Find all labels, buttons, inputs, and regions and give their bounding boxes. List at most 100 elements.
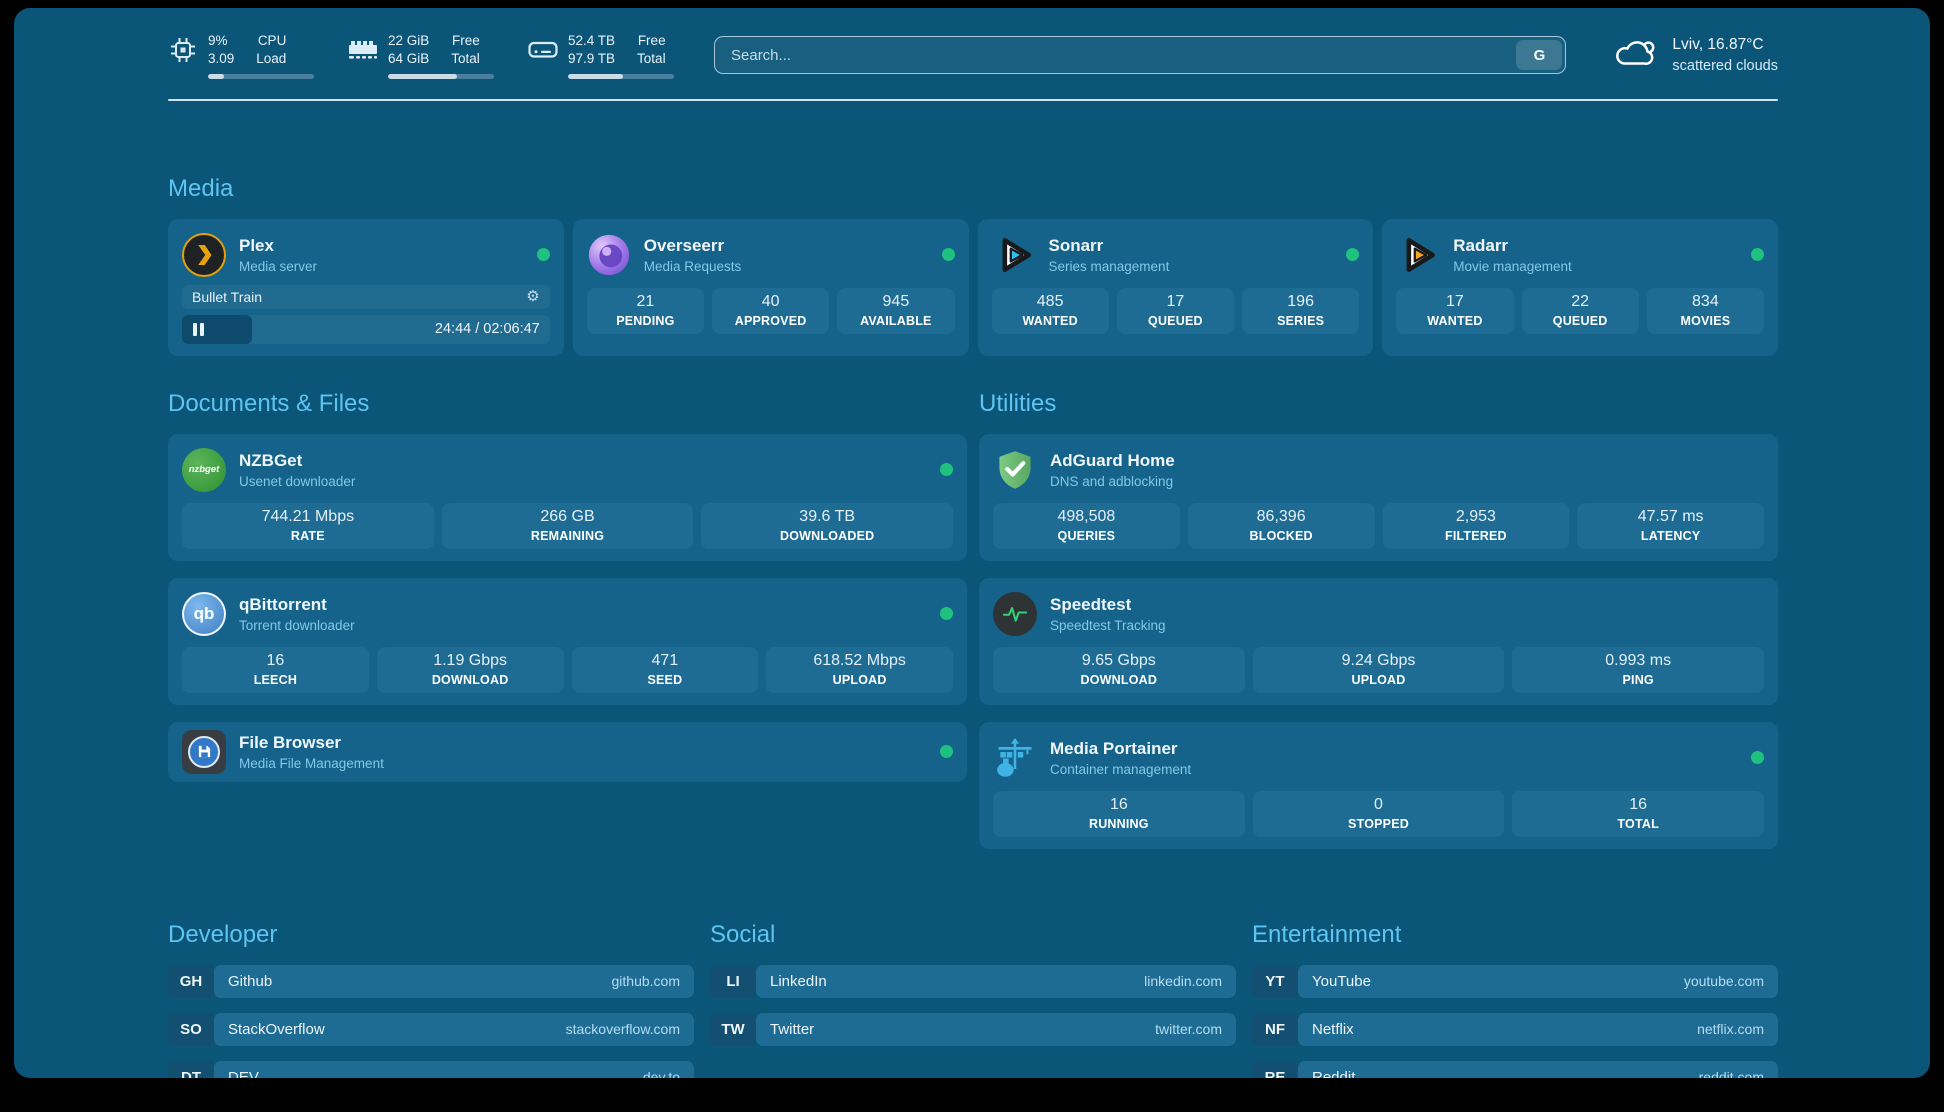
app-card-file-browser[interactable]: File Browser Media File Management (168, 721, 967, 782)
link-row-stackoverflow[interactable]: SO StackOverflow stackoverflow.com (168, 1012, 694, 1046)
link-name: Reddit (1312, 1068, 1356, 1078)
app-card-radarr[interactable]: Radarr Movie management 17 WANTED 22 QUEUE… (1382, 218, 1778, 356)
playback-progress: 24:44 / 02:06:47 (182, 314, 550, 344)
section-title-documents: Documents & Files (168, 389, 370, 417)
app-name: Overseerr (643, 235, 725, 255)
link-tag: SO (168, 1012, 214, 1046)
app-card-plex[interactable]: Plex Media server Bullet Train ⚙ 24:44 /… (168, 218, 564, 356)
disk-stat: 52.4 TB 97.9 TB Free Total (528, 32, 674, 79)
app-name: AdGuard Home (1050, 450, 1175, 470)
app-subtitle: Container management (1050, 761, 1192, 777)
link-name: StackOverflow (228, 1020, 325, 1038)
link-tag: DT (168, 1060, 214, 1078)
system-stats: 9% 3.09 CPU Load (168, 32, 674, 79)
pause-icon[interactable] (193, 322, 204, 336)
app-subtitle: Speedtest Tracking (1050, 617, 1166, 633)
stat-box: 471 SEED (571, 646, 759, 693)
stat-box: 196 SERIES (1242, 287, 1360, 334)
cloud-icon (1610, 35, 1658, 76)
link-tag: YT (1252, 964, 1298, 998)
search-input[interactable] (729, 45, 1517, 65)
cpu-icon (168, 36, 198, 64)
radarr-icon (1396, 233, 1440, 277)
app-subtitle: Media File Management (239, 755, 384, 771)
status-dot (536, 248, 550, 262)
dashboard-panel: 9% 3.09 CPU Load (14, 8, 1930, 1078)
app-name: Radarr (1453, 235, 1509, 255)
section-title-entertainment: Entertainment (1252, 920, 1402, 948)
link-url: github.com (611, 973, 680, 990)
status-dot (940, 607, 953, 621)
stat-box: 266 GB REMAINING (441, 502, 694, 549)
now-playing-title: Bullet Train (192, 288, 263, 305)
link-name: YouTube (1312, 972, 1371, 990)
link-tag: TW (710, 1012, 756, 1046)
app-subtitle: Usenet downloader (239, 473, 356, 489)
app-name: qBittorrent (239, 594, 327, 614)
section-title-developer: Developer (168, 920, 278, 948)
link-row-linkedin[interactable]: LI LinkedIn linkedin.com (710, 964, 1236, 998)
portainer-icon (993, 736, 1037, 780)
qbittorrent-icon: qb (182, 591, 226, 636)
link-row-github[interactable]: GH Github github.com (168, 964, 694, 998)
stat-box: 16 RUNNING (993, 790, 1245, 837)
status-dot (1751, 751, 1764, 765)
stat-box: 22 QUEUED (1521, 287, 1639, 334)
stat-box: 21 PENDING (586, 287, 704, 334)
app-card-overseerr[interactable]: Overseerr Media Requests 21 PENDING 40 APP… (572, 218, 969, 356)
section-title-media: Media (168, 174, 234, 202)
app-name: Speedtest (1050, 594, 1132, 614)
link-url: netflix.com (1697, 1021, 1764, 1038)
link-url: stackoverflow.com (565, 1021, 680, 1038)
link-row-netflix[interactable]: NF Netflix netflix.com (1252, 1012, 1778, 1046)
link-row-twitter[interactable]: TW Twitter twitter.com (710, 1012, 1236, 1046)
app-name: Media Portainer (1050, 738, 1178, 758)
file-browser-icon (182, 729, 226, 774)
stat-box: 9.24 Gbps UPLOAD (1252, 646, 1505, 693)
gear-icon[interactable]: ⚙ (526, 288, 540, 306)
app-card-qbittorrent[interactable]: qb qBittorrent Torrent downloader 16 LEEC… (168, 577, 967, 705)
stat-box: 40 APPROVED (712, 287, 830, 334)
weather-widget: Lviv, 16.87°C scattered clouds (1610, 34, 1778, 76)
link-tag: LI (710, 964, 756, 998)
stat-box: 0.993 ms PING (1512, 646, 1765, 693)
stat-box: 2,953 FILTERED (1382, 502, 1570, 549)
stat-box: 498,508 QUERIES (993, 502, 1180, 549)
link-url: youtube.com (1683, 973, 1764, 990)
disk-progress-bar (568, 74, 674, 79)
status-dot (1751, 248, 1764, 262)
stat-box: 945 AVAILABLE (837, 287, 955, 334)
app-card-speedtest[interactable]: Speedtest Speedtest Tracking 9.65 Gbps DO… (979, 577, 1778, 705)
memory-progress-bar (388, 74, 494, 79)
app-card-media-portainer[interactable]: Media Portainer Container management 16 R… (979, 721, 1778, 849)
cpu-stat: 9% 3.09 CPU Load (168, 32, 314, 79)
app-card-sonarr[interactable]: Sonarr Series management 485 WANTED 17 QUE… (977, 218, 1374, 356)
link-row-dev[interactable]: DT DEV dev.to (168, 1060, 694, 1078)
app-subtitle: Torrent downloader (239, 617, 355, 633)
stat-box: 86,396 BLOCKED (1187, 502, 1375, 549)
stat-box: 485 WANTED (991, 287, 1109, 334)
now-playing-row: Bullet Train ⚙ (182, 284, 550, 309)
weather-location: Lviv, 16.87°C (1672, 36, 1764, 54)
app-subtitle: Media Requests (643, 258, 742, 274)
status-dot (940, 745, 953, 759)
sonarr-icon (992, 233, 1036, 277)
app-subtitle: Series management (1048, 258, 1170, 274)
app-card-adguard-home[interactable]: AdGuard Home DNS and adblocking 498,508 Q… (979, 433, 1778, 561)
app-card-nzbget[interactable]: nzbget NZBGet Usenet downloader 744.21 M… (168, 433, 967, 561)
memory-icon (348, 39, 378, 61)
app-name: Sonarr (1048, 235, 1104, 255)
app-name: File Browser (239, 732, 342, 752)
stat-box: 744.21 Mbps RATE (182, 502, 434, 549)
status-dot (941, 248, 955, 262)
link-row-youtube[interactable]: YT YouTube youtube.com (1252, 964, 1778, 998)
stat-box: 9.65 Gbps DOWNLOAD (993, 646, 1245, 693)
link-row-reddit[interactable]: RE Reddit reddit.com (1252, 1060, 1778, 1078)
link-group-entertainment: Entertainment YT YouTube youtube.com NF N… (1252, 921, 1778, 1078)
stat-box: 17 QUEUED (1116, 287, 1234, 334)
app-subtitle: Movie management (1453, 258, 1572, 274)
cpu-values: 9% 3.09 (208, 33, 235, 67)
google-search-button[interactable]: G (1516, 40, 1563, 71)
header: 9% 3.09 CPU Load (168, 32, 1778, 79)
nzbget-icon: nzbget (182, 447, 226, 492)
